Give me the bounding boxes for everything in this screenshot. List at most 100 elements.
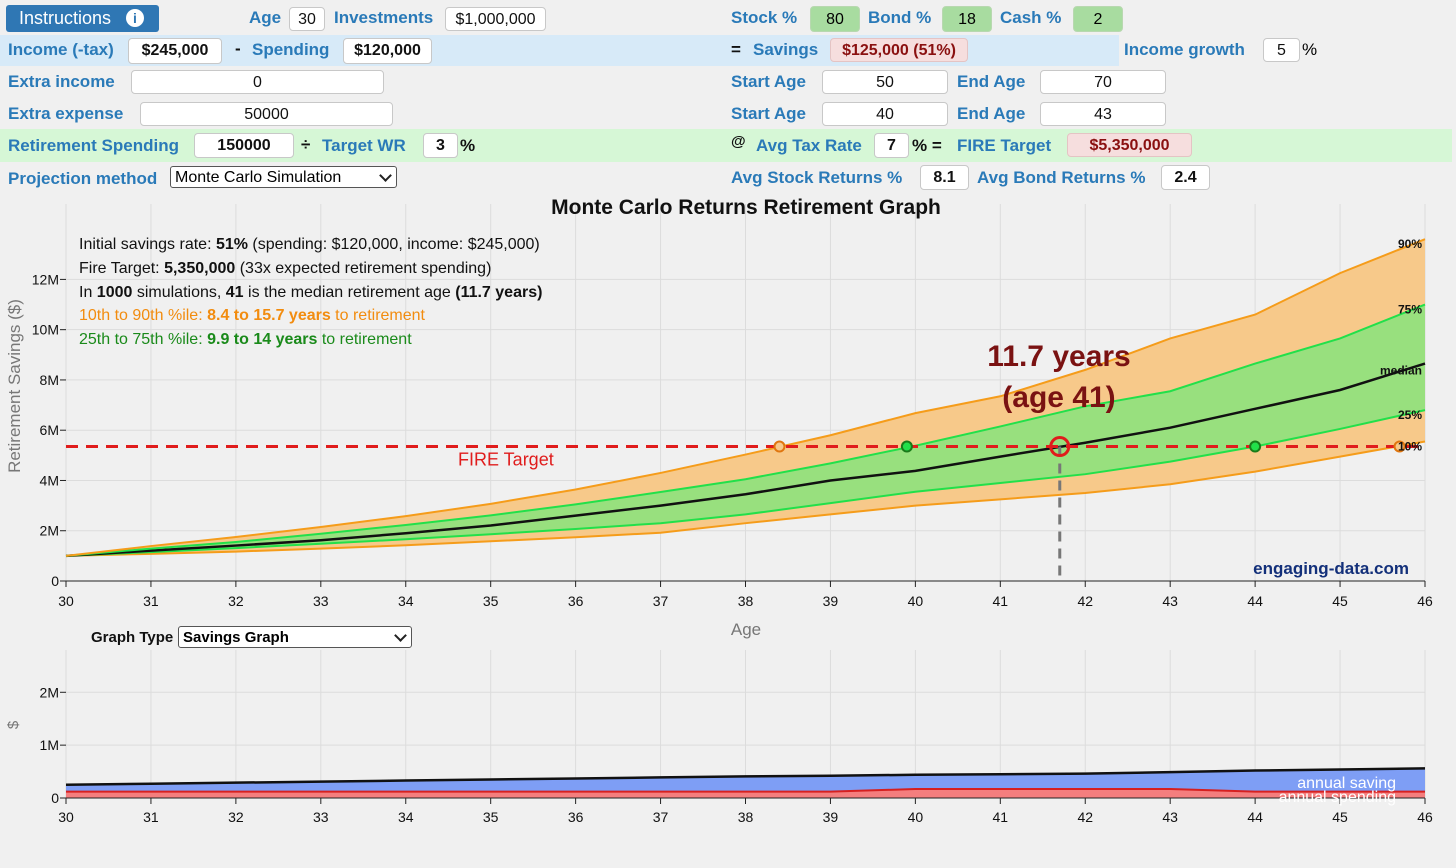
retirement-spending-input[interactable]: 150000 xyxy=(194,133,294,158)
spending-input[interactable]: $120,000 xyxy=(343,38,432,64)
income-growth-unit: % xyxy=(1302,40,1318,59)
x-tick-label-37: 37 xyxy=(653,593,669,609)
series-line-25 xyxy=(65,409,1426,557)
investments-input[interactable]: $1,000,000 xyxy=(445,7,546,31)
savings-x-tick-label-32: 32 xyxy=(228,809,244,825)
fire-target-value: $5,350,000 xyxy=(1067,133,1192,157)
percentile-label-75: 75% xyxy=(1398,303,1422,317)
age-label: Age xyxy=(249,8,282,27)
y-tick-label-1: 2M xyxy=(40,523,59,539)
avg-bond-input[interactable]: 2.4 xyxy=(1161,165,1210,190)
percentile-lines xyxy=(65,238,1426,558)
income-input[interactable]: $245,000 xyxy=(128,38,222,64)
savings-x-tick-label-34: 34 xyxy=(398,809,414,825)
summary-line-1: Initial savings rate: 51% (spending: $12… xyxy=(79,236,540,253)
retirement-marker-90th xyxy=(1393,440,1406,453)
savings-x-tick-label-46: 46 xyxy=(1417,809,1433,825)
savings-y-tick-label-1: 1M xyxy=(40,737,59,753)
extra-expense-end-input[interactable]: 43 xyxy=(1040,102,1166,126)
graph-type-select[interactable]: Savings Graph xyxy=(178,626,412,648)
extra-income-input[interactable]: 0 xyxy=(131,70,384,94)
graph-type-value: Savings Graph xyxy=(183,629,289,646)
x-tick-label-31: 31 xyxy=(143,593,159,609)
avg-stock-label: Avg Stock Returns % xyxy=(731,168,903,187)
summary-line-3: In 1000 simulations, 41 is the median re… xyxy=(79,284,542,301)
equals-sign: = xyxy=(731,40,741,59)
y-axis-title: Retirement Savings ($) xyxy=(5,299,24,473)
watermark: engaging-data.com xyxy=(1253,559,1409,578)
extra-expense-input[interactable]: 50000 xyxy=(140,102,393,126)
y-tick-label-4: 8M xyxy=(40,372,59,388)
percentile-label-90: 90% xyxy=(1398,237,1422,251)
target-wr-label: Target WR xyxy=(322,136,406,155)
x-tick-label-44: 44 xyxy=(1247,593,1263,609)
avg-stock-input[interactable]: 8.1 xyxy=(920,165,969,190)
savings-value: $125,000 (51%) xyxy=(830,38,968,62)
extra-expense-end-label: End Age xyxy=(957,104,1026,123)
x-tick-label-39: 39 xyxy=(823,593,839,609)
x-tick-label-30: 30 xyxy=(58,593,74,609)
projection-value: Monte Carlo Simulation xyxy=(175,169,342,186)
retirement-spending-label: Retirement Spending xyxy=(8,136,179,155)
income-growth-input[interactable]: 5 xyxy=(1263,38,1300,62)
savings-x-tick-label-42: 42 xyxy=(1077,809,1093,825)
y-tick-label-6: 12M xyxy=(32,271,59,287)
y-tick-label-2: 4M xyxy=(40,472,59,488)
at-sign: @ xyxy=(731,133,746,150)
instructions-label: Instructions xyxy=(19,8,112,28)
extra-expense-start-input[interactable]: 40 xyxy=(822,102,948,126)
chevron-down-icon xyxy=(394,629,407,642)
savings-x-tick-label-40: 40 xyxy=(908,809,924,825)
series-line-90 xyxy=(65,238,1426,557)
savings-chart: 30 31 32 33 34 35 36 37 38 39 40 41 42 43 44 45 4601M2M … xyxy=(5,650,1433,825)
savings-axes: 30 31 32 33 34 35 36 37 38 39 40 41 42 43 44 45 46 0 1M 2M xyxy=(40,684,1433,825)
x-tick-label-33: 33 xyxy=(313,593,329,609)
income-label: Income (-tax) xyxy=(8,40,114,59)
graph-type-label: Graph Type xyxy=(91,629,174,646)
savings-x-tick-label-35: 35 xyxy=(483,809,499,825)
investments-label: Investments xyxy=(334,8,434,27)
age-input[interactable]: 30 xyxy=(289,7,325,31)
extra-income-label: Extra income xyxy=(8,72,115,91)
summary-line-4: 10th to 90th %ile: 8.4 to 15.7 years to … xyxy=(79,307,426,324)
stock-input[interactable]: 80 xyxy=(810,6,860,32)
x-tick-label-43: 43 xyxy=(1162,593,1178,609)
savings-x-tick-label-44: 44 xyxy=(1247,809,1263,825)
summary-line-5: 25th to 75th %ile: 9.9 to 14 years to re… xyxy=(79,331,412,348)
bond-input[interactable]: 18 xyxy=(942,6,992,32)
y-tick-label-5: 10M xyxy=(32,322,59,338)
info-icon: i xyxy=(126,9,144,27)
target-wr-input[interactable]: 3 xyxy=(423,133,458,158)
x-tick-label-32: 32 xyxy=(228,593,244,609)
savings-x-tick-label-38: 38 xyxy=(738,809,754,825)
extra-income-start-input[interactable]: 50 xyxy=(822,70,948,94)
avg-bond-label: Avg Bond Returns % xyxy=(977,168,1146,187)
x-tick-label-36: 36 xyxy=(568,593,584,609)
x-tick-label-34: 34 xyxy=(398,593,414,609)
summary-text: Initial savings rate: 51% (spending: $12… xyxy=(79,236,542,348)
cash-label: Cash % xyxy=(1000,8,1062,27)
savings-x-tick-label-36: 36 xyxy=(568,809,584,825)
x-tick-label-46: 46 xyxy=(1417,593,1433,609)
annual-spending-area xyxy=(66,789,1425,798)
extra-income-start-label: Start Age xyxy=(731,72,806,91)
percentile-label-10: 10% xyxy=(1398,440,1422,454)
savings-x-tick-label-41: 41 xyxy=(993,809,1009,825)
savings-x-tick-label-39: 39 xyxy=(823,809,839,825)
series-line-median xyxy=(65,362,1426,558)
tax-rate-unit: % = xyxy=(912,136,942,155)
x-tick-label-35: 35 xyxy=(483,593,499,609)
bond-label: Bond % xyxy=(868,8,932,27)
income-growth-label: Income growth xyxy=(1124,40,1245,59)
cash-input[interactable]: 2 xyxy=(1073,6,1123,32)
instructions-button[interactable]: Instructions i xyxy=(6,5,159,32)
extra-expense-start-label: Start Age xyxy=(731,104,806,123)
summary-line-2: Fire Target: 5,350,000 (33x expected ret… xyxy=(79,260,491,277)
extra-income-end-input[interactable]: 70 xyxy=(1040,70,1166,94)
tax-rate-input[interactable]: 7 xyxy=(874,133,909,158)
projection-select[interactable]: Monte Carlo Simulation xyxy=(170,166,397,188)
savings-x-tick-label-37: 37 xyxy=(653,809,669,825)
savings-x-tick-label-33: 33 xyxy=(313,809,329,825)
retirement-marker-10th xyxy=(773,440,786,453)
